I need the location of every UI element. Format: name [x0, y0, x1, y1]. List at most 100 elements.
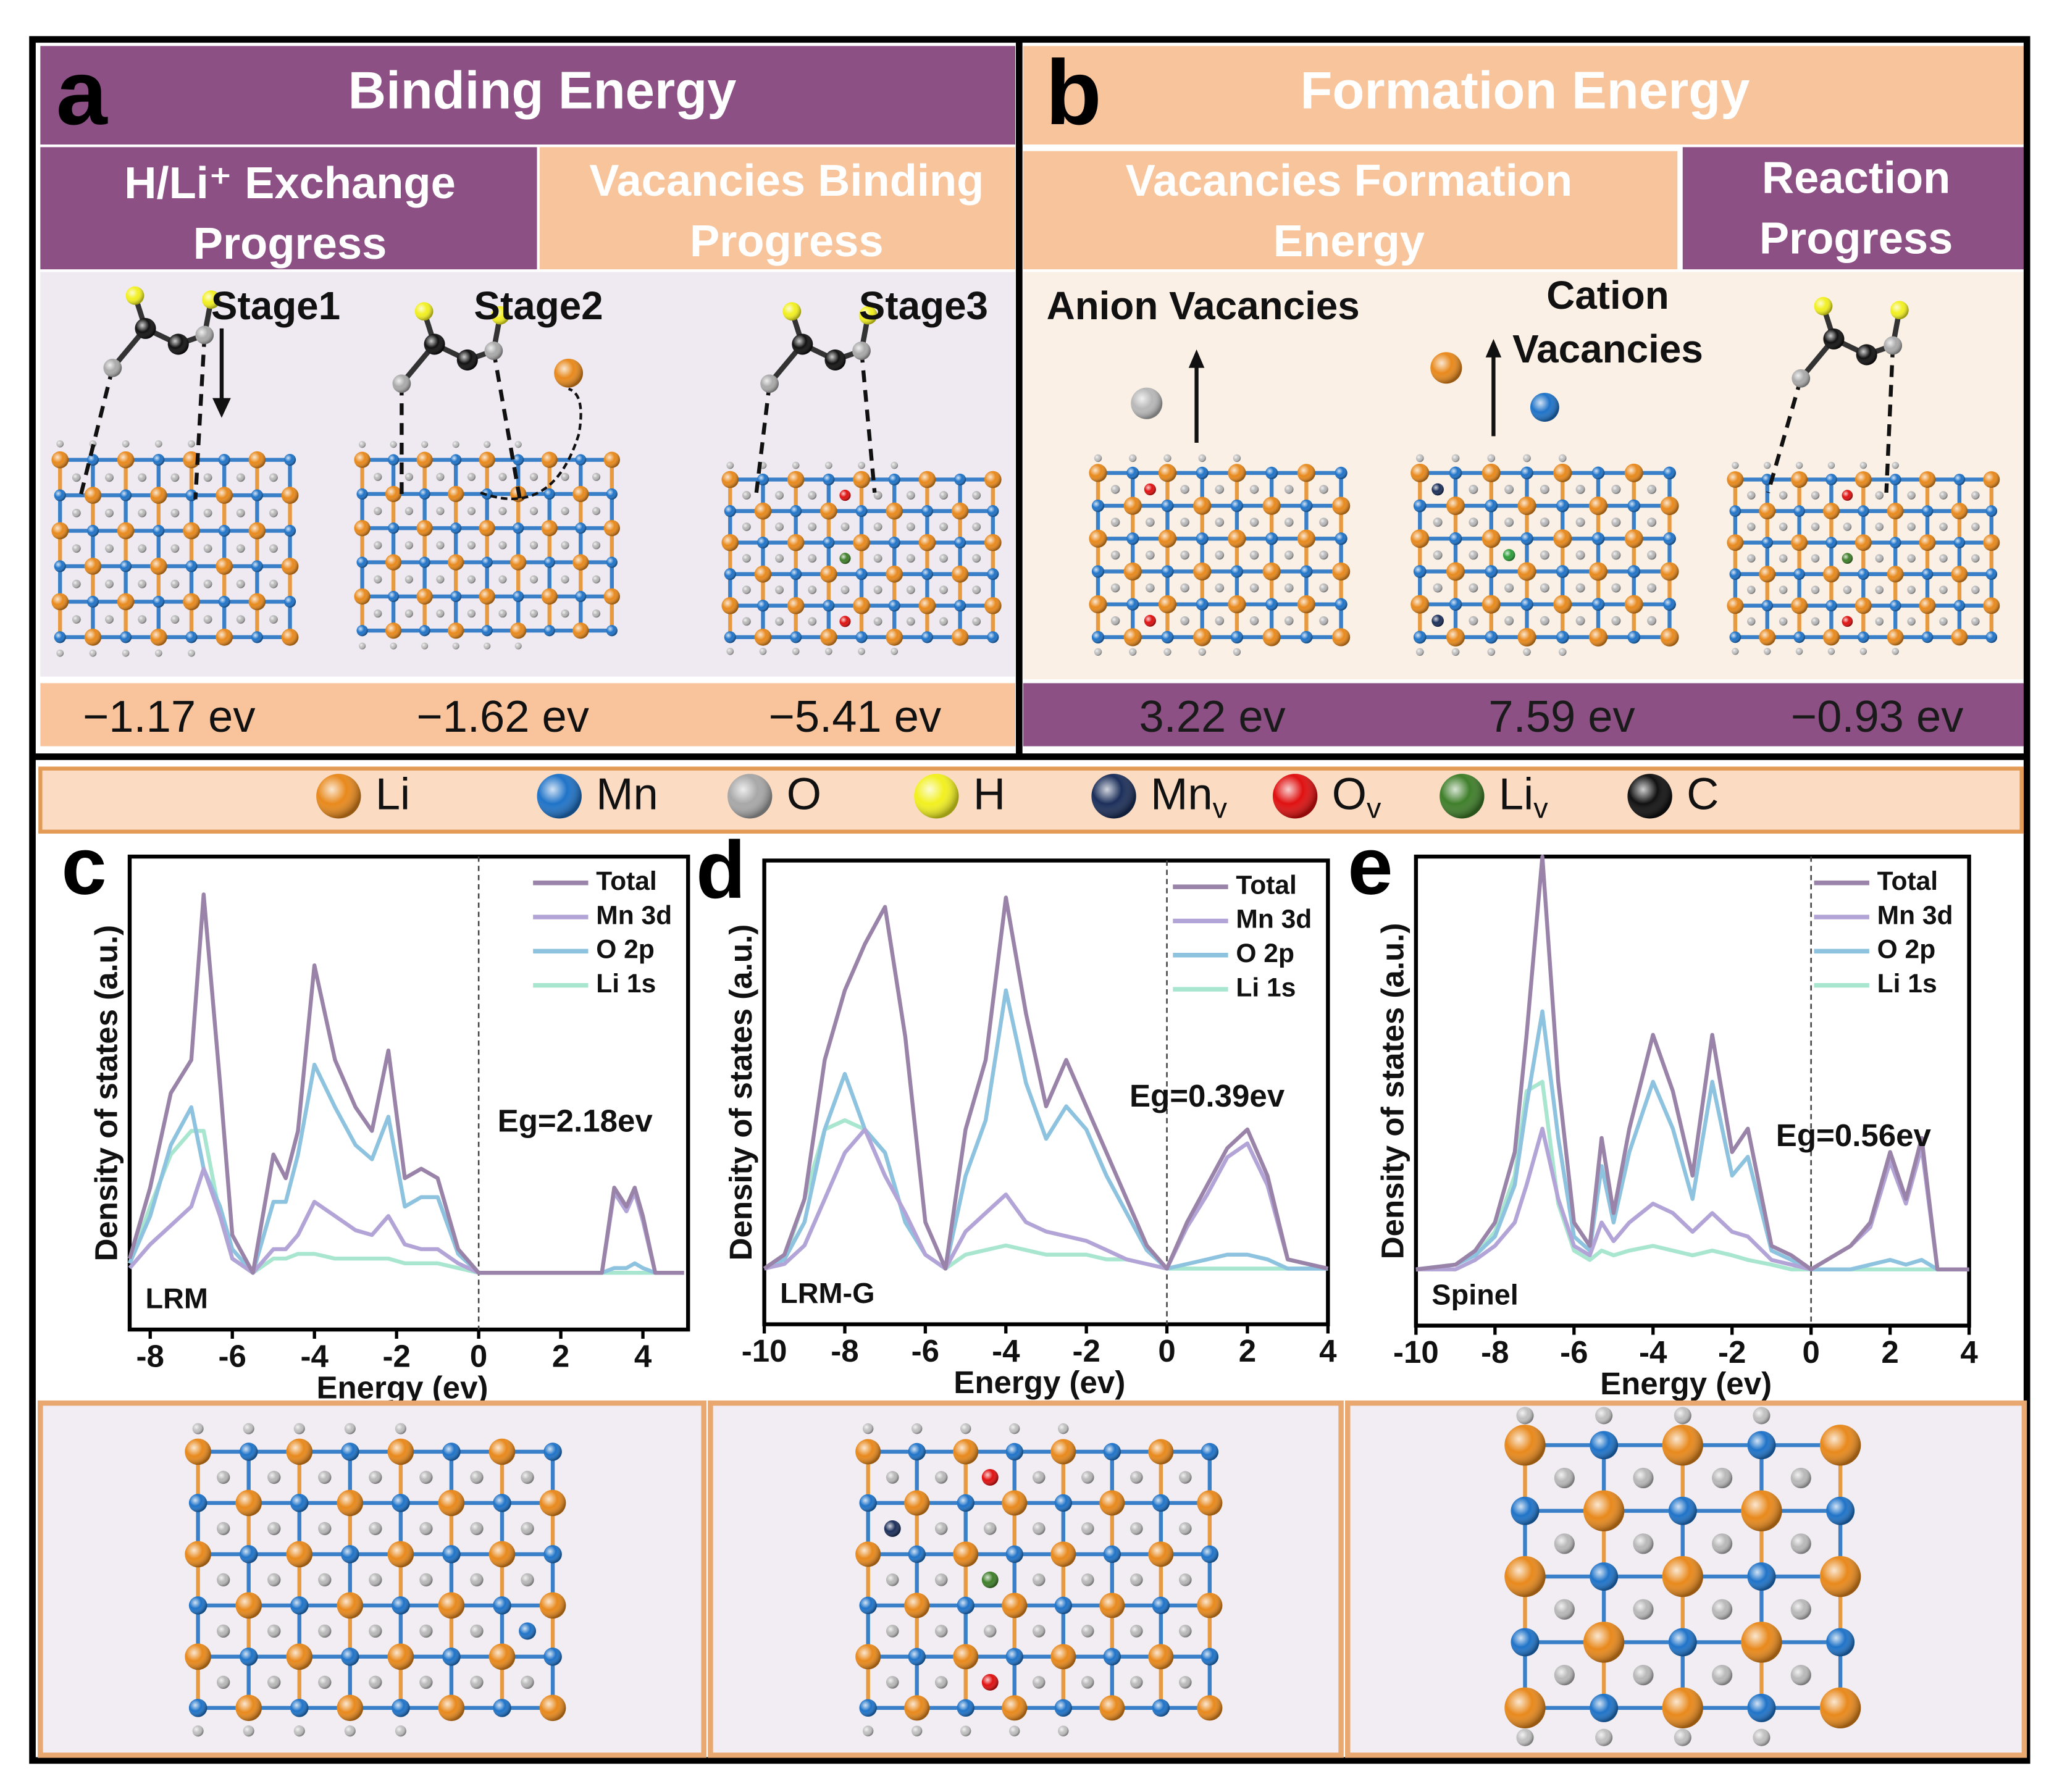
atom-shade — [316, 774, 361, 819]
atom-shade — [1647, 517, 1657, 527]
atom-shade — [153, 524, 165, 537]
atom-shade — [1009, 1423, 1020, 1434]
atom-shade — [1516, 1407, 1534, 1425]
atom-shade — [1215, 485, 1225, 494]
atom-shade — [759, 647, 767, 655]
atom-shade — [521, 1470, 534, 1484]
atom-shade — [1588, 562, 1608, 581]
atom-shade — [235, 1489, 262, 1517]
atom-shade — [1919, 534, 1936, 551]
header-bar — [1682, 147, 2024, 270]
atom-shade — [855, 505, 868, 517]
legend-label: Ov — [1332, 770, 1381, 825]
atom-shade — [54, 631, 66, 643]
atom-shade — [1485, 630, 1498, 644]
plot-frame — [1414, 854, 1971, 1328]
atom-shade — [1284, 583, 1294, 593]
atom-shade — [1050, 1439, 1076, 1465]
atom-shade — [1410, 463, 1430, 482]
atom-shade — [54, 560, 66, 572]
atom-shade — [934, 1522, 948, 1535]
header-bar — [1023, 151, 1678, 270]
atom-shade — [392, 374, 411, 393]
atom-shade — [782, 302, 802, 321]
atom-shade — [1590, 1431, 1619, 1460]
atom-shade — [1907, 585, 1916, 595]
atom-shade — [236, 544, 245, 553]
atom-shade — [120, 560, 132, 572]
atom-shade — [1624, 463, 1643, 482]
atom-shade — [592, 472, 601, 481]
atom-shade — [1081, 1573, 1094, 1586]
atom-shade — [138, 544, 147, 553]
atom-shade — [808, 585, 817, 595]
atom-shade — [823, 473, 835, 486]
atom-shade — [470, 1522, 484, 1536]
annotation: Eg=0.56ev — [1776, 1118, 1932, 1153]
atom-shade — [1148, 1439, 1174, 1465]
atom-shade — [154, 440, 162, 448]
atom-shade — [537, 774, 582, 819]
atom-shade — [86, 524, 99, 537]
atom-shade — [1449, 532, 1462, 545]
atom-shade — [1228, 464, 1246, 482]
atom-shade — [1451, 648, 1460, 656]
atom-shade — [1887, 503, 1904, 520]
atom-shade — [1583, 1490, 1625, 1531]
atom-shade — [416, 520, 433, 537]
atom-shade — [575, 590, 587, 603]
atom-shade — [1144, 483, 1156, 496]
atom-shade — [1823, 328, 1845, 350]
atom-shade — [1249, 550, 1259, 560]
atom-shade — [1228, 529, 1246, 548]
atom-shade — [904, 1593, 930, 1618]
atom-shade — [122, 440, 130, 448]
atom-shade — [1668, 1496, 1697, 1525]
atom-shade — [392, 1596, 410, 1615]
sample-name: Spinel — [1431, 1278, 1518, 1310]
y-axis-label: Density of states (a.u.) — [723, 924, 758, 1261]
atom-shade — [1611, 550, 1621, 560]
atom-shade — [1110, 485, 1120, 494]
atom-shade — [859, 1494, 877, 1512]
atom-shade — [267, 1624, 281, 1638]
atom-shade — [1855, 471, 1872, 488]
atom-shade — [891, 461, 899, 469]
atom-shade — [1747, 1431, 1776, 1460]
atom-shade — [1265, 466, 1278, 480]
atom-shade — [498, 507, 507, 516]
atom-shade — [493, 1494, 511, 1512]
atom-shade — [1094, 648, 1102, 656]
atom-shade — [1249, 583, 1259, 593]
atom-shade — [1951, 566, 1968, 583]
atom-shade — [1842, 490, 1853, 501]
atom-shade — [1611, 616, 1621, 626]
atom-shade — [1265, 598, 1278, 611]
atom-shade — [554, 358, 583, 388]
legend-label: C — [1687, 770, 1719, 819]
atom-shade — [290, 1699, 309, 1717]
atom-shade — [1983, 534, 2000, 551]
atom-shade — [374, 472, 382, 481]
atom-shade — [1889, 537, 1901, 549]
atom-shade — [1152, 1596, 1170, 1615]
atom-shade — [1196, 466, 1209, 480]
atom-shade — [1811, 617, 1820, 626]
atom-shade — [724, 505, 736, 517]
atom-shade — [960, 1725, 971, 1736]
x-tick-label: -4 — [992, 1333, 1020, 1368]
atom-shade — [318, 1470, 332, 1484]
x-tick-label: -8 — [831, 1333, 858, 1368]
annotation: Eg=0.39ev — [1129, 1078, 1285, 1113]
atom-shade — [404, 541, 413, 550]
atom-shade — [839, 553, 851, 564]
atom-shade — [855, 1439, 881, 1465]
energy-value: −1.62 ev — [416, 692, 589, 742]
atom-shade — [1674, 1407, 1691, 1425]
atom-shade — [1759, 503, 1776, 520]
atom-shade — [290, 1494, 309, 1512]
atom-shade — [185, 1541, 211, 1568]
dash-link — [78, 367, 115, 500]
atom-shade — [1842, 616, 1853, 627]
atom-shade — [1148, 1644, 1174, 1670]
